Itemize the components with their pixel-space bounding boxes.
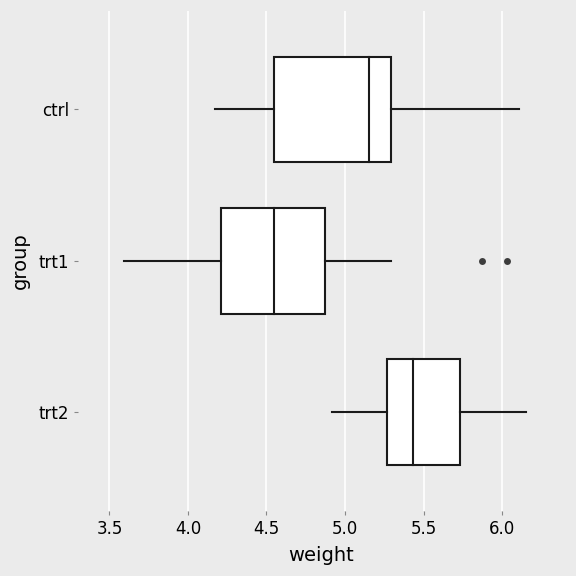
Bar — [387, 359, 460, 465]
Bar — [274, 56, 391, 162]
X-axis label: weight: weight — [289, 546, 354, 565]
Bar — [221, 208, 324, 314]
Y-axis label: group: group — [11, 233, 30, 289]
